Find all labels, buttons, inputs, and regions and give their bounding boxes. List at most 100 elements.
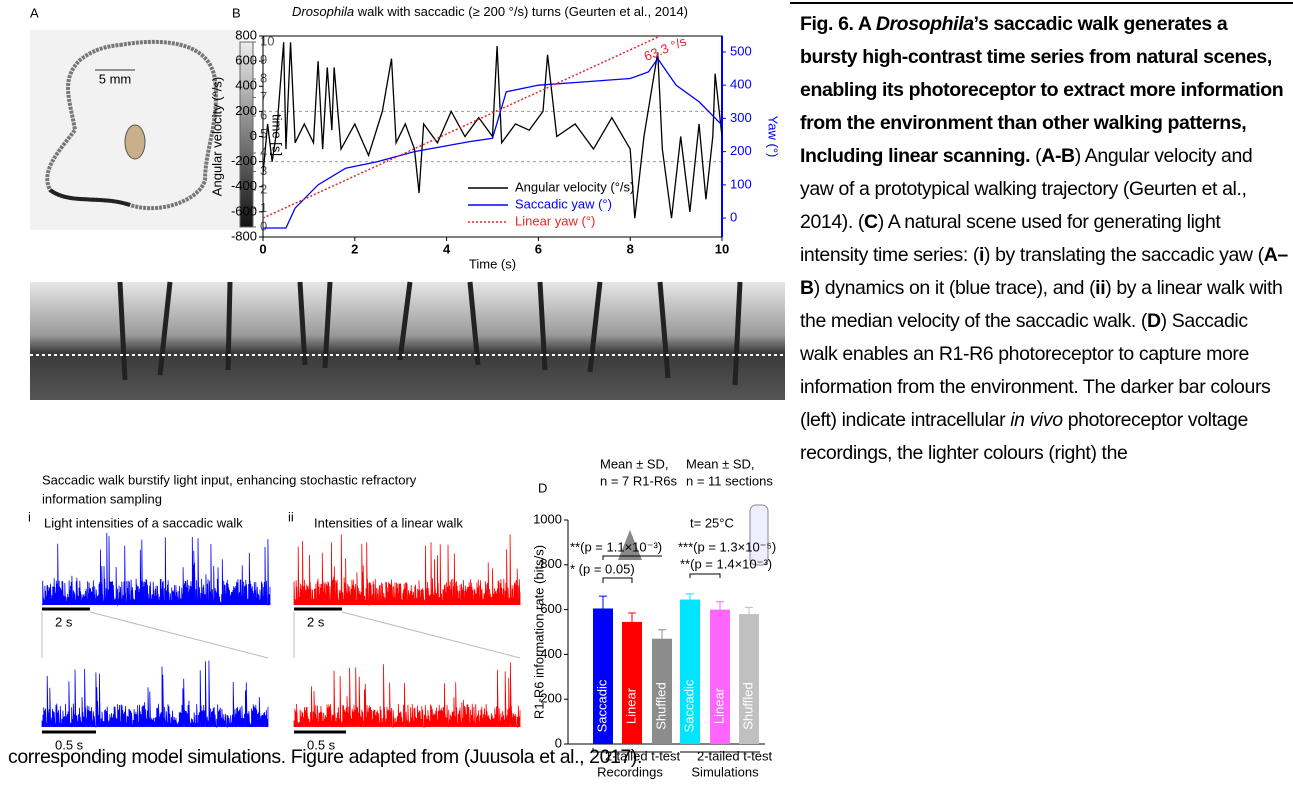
note: Mean ± SD, (686, 456, 755, 471)
heading: Saccadic walk burstify light input, enha… (42, 472, 417, 487)
caption-text: ) Saccadic walk enables an R1-R6 photore… (800, 310, 1271, 431)
bar (622, 621, 642, 744)
caption-text: Drosophila (875, 13, 974, 35)
y-axis-label: R1-R6 information rate (bits/s) (531, 545, 546, 719)
annotation: 63.3 °/s (642, 33, 689, 64)
note: n = 11 sections (686, 473, 773, 488)
y-axis-label: Angular velocity (°/s) (209, 77, 224, 196)
chart-title: Drosophila walk with saccadic (≥ 200 °/s… (292, 4, 688, 19)
series-line (263, 42, 722, 219)
x-tick-label: 10 (715, 241, 729, 256)
scale-label: 0.5 s (55, 737, 84, 752)
colorbar-tick-label: 10 (260, 33, 274, 48)
figure: A 5 mm time [s] C Saccadic walk burstify… (28, 4, 785, 779)
x-tick-label: 2 (351, 241, 358, 256)
y2-axis-label: Yaw (°) (766, 116, 781, 158)
panel-label: B (232, 5, 241, 20)
significance: ***(p = 1.3×10⁻⁵) (678, 539, 776, 554)
caption-text: ii (1095, 277, 1106, 299)
fly-icon (124, 124, 146, 160)
note: Mean ± SD, (600, 456, 669, 471)
y-tick-label: 800 (540, 556, 562, 571)
caption-text: C (864, 211, 878, 233)
bracket (602, 555, 662, 583)
caption-text: ) by a linear walk with the median veloc… (800, 277, 1283, 332)
series-line (263, 36, 663, 219)
colorbar-tick-label: 5 (260, 126, 267, 141)
bar-label: Linear (711, 687, 726, 724)
x-tick-label: 4 (443, 241, 451, 256)
series-line (263, 57, 722, 229)
y-tick-label: -600 (231, 203, 257, 218)
note: t= 25°C (690, 515, 734, 530)
significance: **(p = 1.4×10⁻³) (680, 556, 772, 571)
colorbar-tick-label: 6 (260, 107, 267, 122)
caption-text: ) A natural scene used for generating li… (800, 211, 1221, 266)
y-tick-label: -400 (231, 178, 257, 193)
bar-label: Saccadic (681, 679, 696, 732)
y-tick-label: 600 (540, 601, 562, 616)
bar-label: Linear (623, 687, 638, 724)
scale-label: 2 s (55, 614, 73, 629)
bar-label: Shuffled (653, 682, 668, 729)
chart-title-rest: walk with saccadic (≥ 200 °/s) turns (Ge… (354, 4, 688, 19)
heading: information sampling (42, 491, 162, 506)
light-trace (293, 534, 521, 607)
y2-tick-label: 100 (730, 176, 752, 191)
x-tick-label: 6 (535, 241, 542, 256)
y2-tick-label: 500 (730, 43, 752, 58)
panel-title: Light intensities of a saccadic walk (44, 515, 243, 530)
significance: * (p = 0.05) (570, 561, 635, 576)
zoom-lines (41, 611, 521, 659)
test-label: 2-tailed t-test (697, 748, 773, 763)
y-tick-label: 200 (235, 103, 257, 118)
caption-text: ) Angular velocity and yaw of a prototyp… (800, 145, 1253, 233)
x-tick-label: 8 (627, 241, 634, 256)
caption-text: ) dynamics on it (blue trace), and ( (813, 277, 1096, 299)
caption-last-line: corresponding model simulations. Figure … (8, 746, 643, 768)
group-label: Recordings (597, 764, 663, 779)
colorbar-label: time [s] (270, 114, 285, 156)
y2-tick-label: 0 (730, 210, 737, 225)
legend-label: Saccadic yaw (°) (515, 196, 612, 211)
caption-text: ( (1030, 145, 1042, 167)
caption: Fig. 6. A Drosophila’s saccadic walk gen… (800, 8, 1288, 470)
caption-text: D (1146, 310, 1161, 332)
y2-tick-label: 200 (730, 143, 752, 158)
test-label: 2-tailed t-test (605, 748, 681, 763)
y2-tick-label: 400 (730, 77, 752, 92)
bar (652, 638, 672, 744)
y-tick-label: 0 (250, 128, 257, 143)
bar (739, 614, 759, 744)
panel-label: i (28, 509, 31, 524)
scale-label: 2 s (307, 614, 325, 629)
time-scale-bars (42, 607, 346, 734)
y-tick-label: 400 (540, 646, 562, 661)
scale-label: 0.5 s (307, 737, 336, 752)
caption-text: A-B (1041, 145, 1075, 167)
colorbar-tick-label: 0 (260, 218, 267, 233)
colorbar-tick-label: 8 (260, 70, 267, 85)
y-tick-label: 600 (235, 53, 257, 68)
colorbar-tick-label: 4 (260, 144, 267, 159)
caption-text: ’s saccadic walk generates a bursty high… (800, 13, 1284, 167)
panel-label: A (30, 5, 39, 20)
y-tick-label: 800 (235, 27, 257, 42)
y-tick-label: 200 (540, 691, 562, 706)
rule (790, 2, 1293, 4)
trees (117, 281, 743, 386)
bar (680, 599, 700, 744)
panel-title: Intensities of a linear walk (314, 515, 463, 530)
caption-text: ) by translating the saccadic yaw ( (984, 244, 1264, 266)
light-trace (293, 662, 521, 729)
note: n = 7 R1-R6s (600, 473, 677, 488)
light-trace (42, 532, 271, 607)
caption-text: photoreceptor voltage recordings, the li… (800, 409, 1248, 464)
y2-tick-label: 300 (730, 110, 752, 125)
bracket (689, 573, 721, 578)
trajectory-end (48, 188, 131, 207)
colorbar-tick-label: 9 (260, 52, 267, 67)
x-tick-label: 0 (259, 241, 266, 256)
colorbar-tick-label: 1 (260, 200, 267, 215)
y-tick-label: -200 (231, 153, 257, 168)
